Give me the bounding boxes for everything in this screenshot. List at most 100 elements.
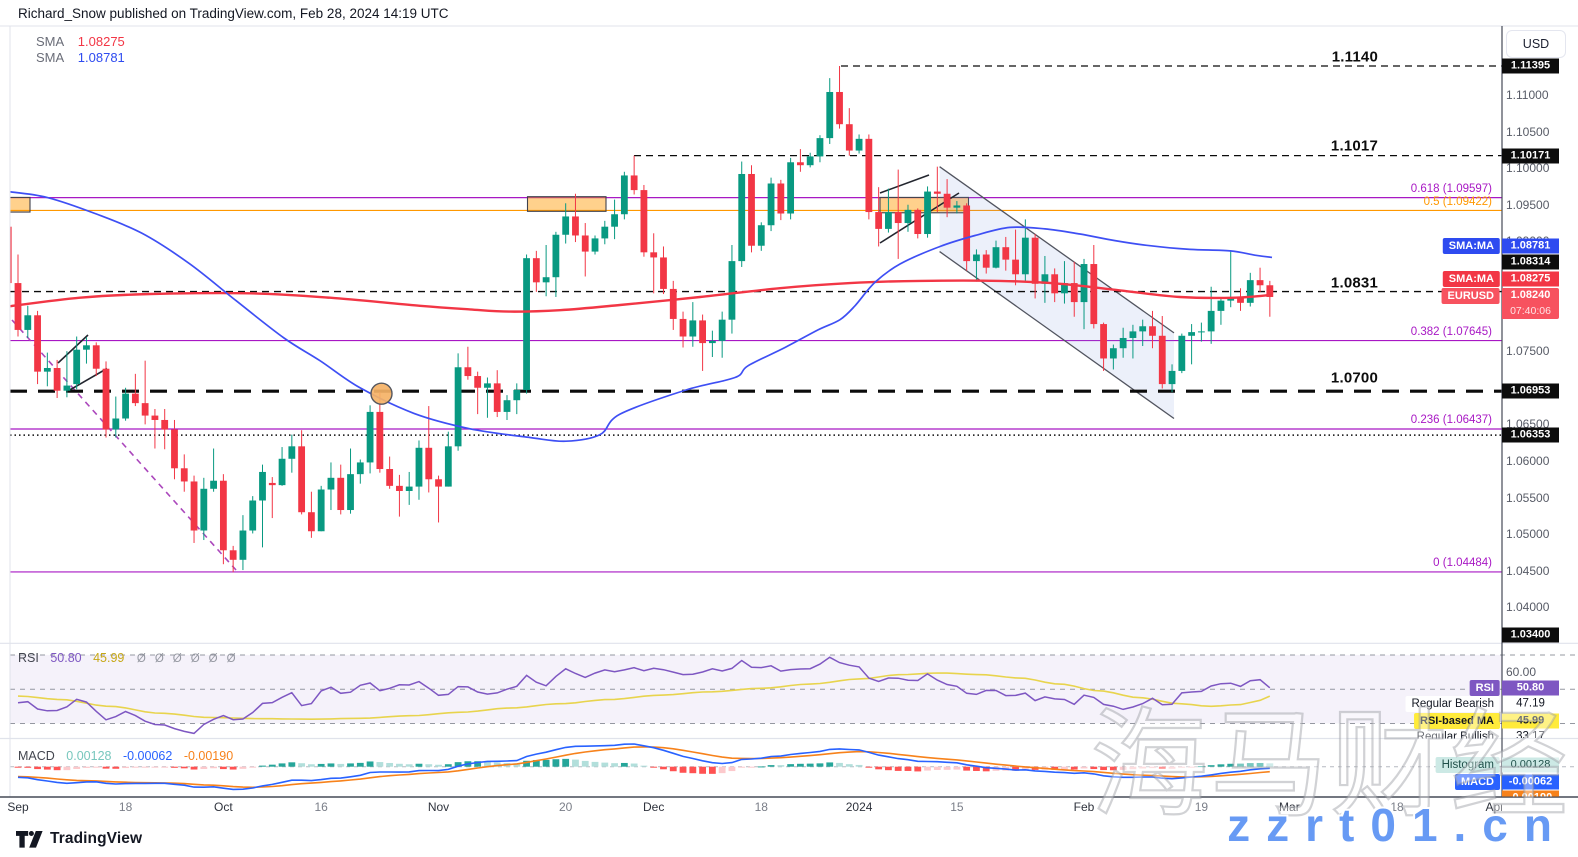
candle-2023-09-01[interactable] [14, 254, 22, 337]
candle-2024-02-26[interactable] [1246, 272, 1254, 307]
candle-2023-10-13[interactable] [308, 491, 315, 538]
tradingview-logo[interactable]: TradingView [16, 830, 142, 848]
candle-2024-01-03[interactable] [875, 187, 883, 247]
candle-2024-02-15[interactable] [1178, 333, 1186, 374]
candle-2024-01-02[interactable] [865, 134, 873, 220]
candle-2024-02-08[interactable] [1129, 324, 1137, 359]
candle-2023-10-27[interactable] [405, 471, 413, 505]
candle-2023-12-13[interactable] [728, 244, 736, 334]
candle-2023-10-03[interactable] [229, 545, 237, 573]
time-label-Feb[interactable]: Feb [1073, 800, 1095, 814]
candle-2023-10-09[interactable] [268, 477, 276, 519]
candle-2024-02-19[interactable] [1197, 322, 1205, 342]
candle-2023-11-08[interactable] [484, 377, 491, 418]
candle-2023-12-11[interactable] [708, 330, 716, 358]
candle-2023-11-22[interactable] [581, 223, 589, 277]
candle-2023-09-14[interactable] [102, 361, 110, 438]
candle-2023-09-20[interactable] [141, 360, 149, 425]
candle-2024-01-11[interactable] [933, 166, 941, 213]
candle-2023-10-24[interactable] [376, 392, 384, 473]
candle-2023-12-01[interactable] [650, 233, 658, 294]
candle-2023-09-05[interactable] [34, 310, 41, 385]
candle-2023-12-07[interactable] [689, 302, 697, 347]
candle-2023-11-16[interactable] [542, 244, 550, 297]
candle-2023-08-31[interactable] [5, 223, 12, 289]
candle-2023-09-07[interactable] [53, 359, 61, 399]
time-label-Sep[interactable]: Sep [7, 800, 29, 814]
candle-2023-09-04[interactable] [24, 305, 32, 338]
candle-2023-11-21[interactable] [572, 193, 579, 243]
candle-2024-01-09[interactable] [914, 208, 922, 239]
time-label-Apr[interactable]: Apr [1485, 800, 1502, 814]
candle-2023-10-12[interactable] [298, 430, 306, 515]
candle-2023-10-23[interactable] [366, 405, 374, 474]
candle-2023-12-15[interactable] [748, 165, 755, 253]
candle-2023-09-11[interactable] [73, 336, 81, 390]
candle-2023-11-17[interactable] [552, 231, 560, 297]
candle-2023-10-25[interactable] [386, 456, 394, 489]
time-label-15[interactable]: 15 [950, 800, 964, 814]
candle-2024-01-31[interactable] [1070, 261, 1078, 317]
candle-2023-10-16[interactable] [317, 485, 325, 532]
candle-2024-02-01[interactable] [1080, 258, 1088, 330]
candle-2024-02-28[interactable] [1266, 280, 1274, 317]
candle-2023-11-20[interactable] [562, 203, 570, 244]
candle-2023-12-14[interactable] [738, 161, 746, 267]
candle-2024-01-16[interactable] [963, 203, 971, 271]
candle-2023-11-01[interactable] [435, 475, 442, 523]
candle-2023-09-08[interactable] [63, 351, 71, 398]
candle-2023-12-21[interactable] [787, 157, 795, 220]
candle-2023-11-03[interactable] [454, 353, 462, 451]
time-label-Oct[interactable]: Oct [214, 800, 233, 814]
candle-2023-10-02[interactable] [219, 474, 227, 565]
candle-2023-10-05[interactable] [249, 496, 257, 534]
candle-2024-01-23[interactable] [1012, 229, 1019, 286]
candle-2024-01-05[interactable] [894, 169, 902, 259]
candle-2023-12-25[interactable] [806, 152, 814, 168]
candle-2023-11-09[interactable] [493, 370, 501, 418]
candle-2023-10-19[interactable] [347, 448, 354, 514]
candle-2024-01-22[interactable] [1002, 236, 1010, 271]
candle-2024-01-15[interactable] [953, 201, 961, 214]
time-label-20[interactable]: 20 [559, 800, 573, 814]
candle-2023-11-15[interactable] [532, 250, 540, 292]
candle-2024-02-13[interactable] [1158, 316, 1166, 389]
candle-2024-01-26[interactable] [1041, 255, 1049, 303]
candle-2023-12-22[interactable] [797, 149, 804, 172]
candle-2024-02-12[interactable] [1149, 310, 1156, 349]
candle-2023-09-22[interactable] [161, 408, 169, 450]
candle-2023-12-12[interactable] [718, 311, 726, 358]
candle-2023-09-25[interactable] [171, 419, 178, 480]
candle-2023-12-20[interactable] [777, 179, 785, 221]
candle-2023-10-30[interactable] [415, 440, 423, 500]
candle-2023-09-12[interactable] [83, 337, 90, 364]
candle-2023-11-13[interactable] [513, 383, 521, 415]
candle-2023-12-04[interactable] [660, 246, 667, 295]
candle-2024-01-19[interactable] [992, 240, 1000, 269]
candle-2024-01-18[interactable] [982, 250, 990, 274]
candle-2023-10-17[interactable] [327, 462, 335, 511]
candle-2023-10-18[interactable] [337, 464, 345, 515]
candle-2024-02-14[interactable] [1168, 364, 1176, 393]
candle-2024-01-10[interactable] [924, 186, 931, 238]
candle-2023-09-29[interactable] [210, 448, 217, 492]
candle-2023-10-06[interactable] [259, 464, 266, 548]
candle-2023-11-29[interactable] [630, 155, 638, 195]
candle-2023-12-18[interactable] [757, 222, 765, 251]
candle-2023-12-28[interactable] [836, 66, 843, 129]
candle-2023-12-29[interactable] [845, 108, 853, 156]
candle-2023-11-07[interactable] [474, 371, 482, 415]
candle-2023-09-27[interactable] [190, 475, 198, 543]
candle-2023-11-24[interactable] [601, 220, 609, 245]
candle-2024-02-06[interactable] [1109, 344, 1117, 370]
candle-2024-01-17[interactable] [973, 249, 980, 282]
candle-2024-02-21[interactable] [1217, 297, 1225, 325]
candle-2024-01-01[interactable] [855, 134, 863, 154]
candle-2024-02-09[interactable] [1139, 319, 1147, 347]
candle-2023-10-31[interactable] [425, 406, 433, 493]
candle-2024-01-12[interactable] [943, 179, 951, 218]
supply-zone-box[interactable] [526, 196, 607, 212]
candle-2023-11-27[interactable] [611, 199, 618, 240]
candle-2023-12-19[interactable] [767, 177, 775, 232]
